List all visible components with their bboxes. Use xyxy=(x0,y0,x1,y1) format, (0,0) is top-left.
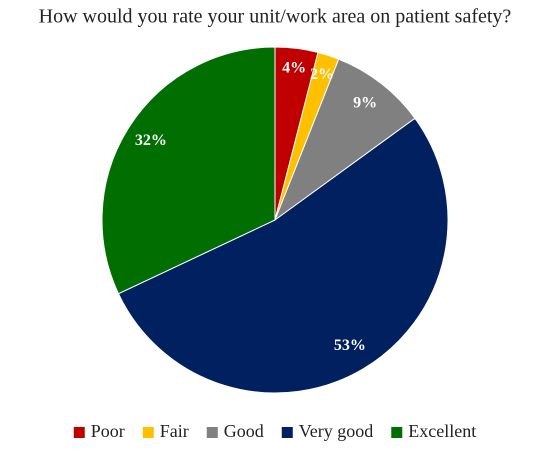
legend-swatch xyxy=(73,427,85,438)
pie-slice xyxy=(273,58,416,222)
legend-label: Poor xyxy=(91,421,125,441)
legend-label: Very good xyxy=(299,421,374,441)
legend-swatch xyxy=(391,427,403,438)
data-label: 32% xyxy=(135,132,167,149)
chart-title: How would you rate your unit/work area o… xyxy=(39,6,512,28)
data-label: 2% xyxy=(310,66,334,83)
data-label: 4% xyxy=(282,60,306,77)
legend-swatch xyxy=(142,427,154,438)
legend-label: Fair xyxy=(160,421,189,441)
pie-slice xyxy=(101,46,276,295)
data-label: 9% xyxy=(353,94,377,111)
pie-slice xyxy=(117,117,449,394)
legend-label: Excellent xyxy=(408,421,476,441)
data-label: 53% xyxy=(334,337,366,354)
legend-swatch xyxy=(281,427,293,438)
legend-swatch xyxy=(206,427,218,438)
legend-label: Good xyxy=(224,421,264,441)
